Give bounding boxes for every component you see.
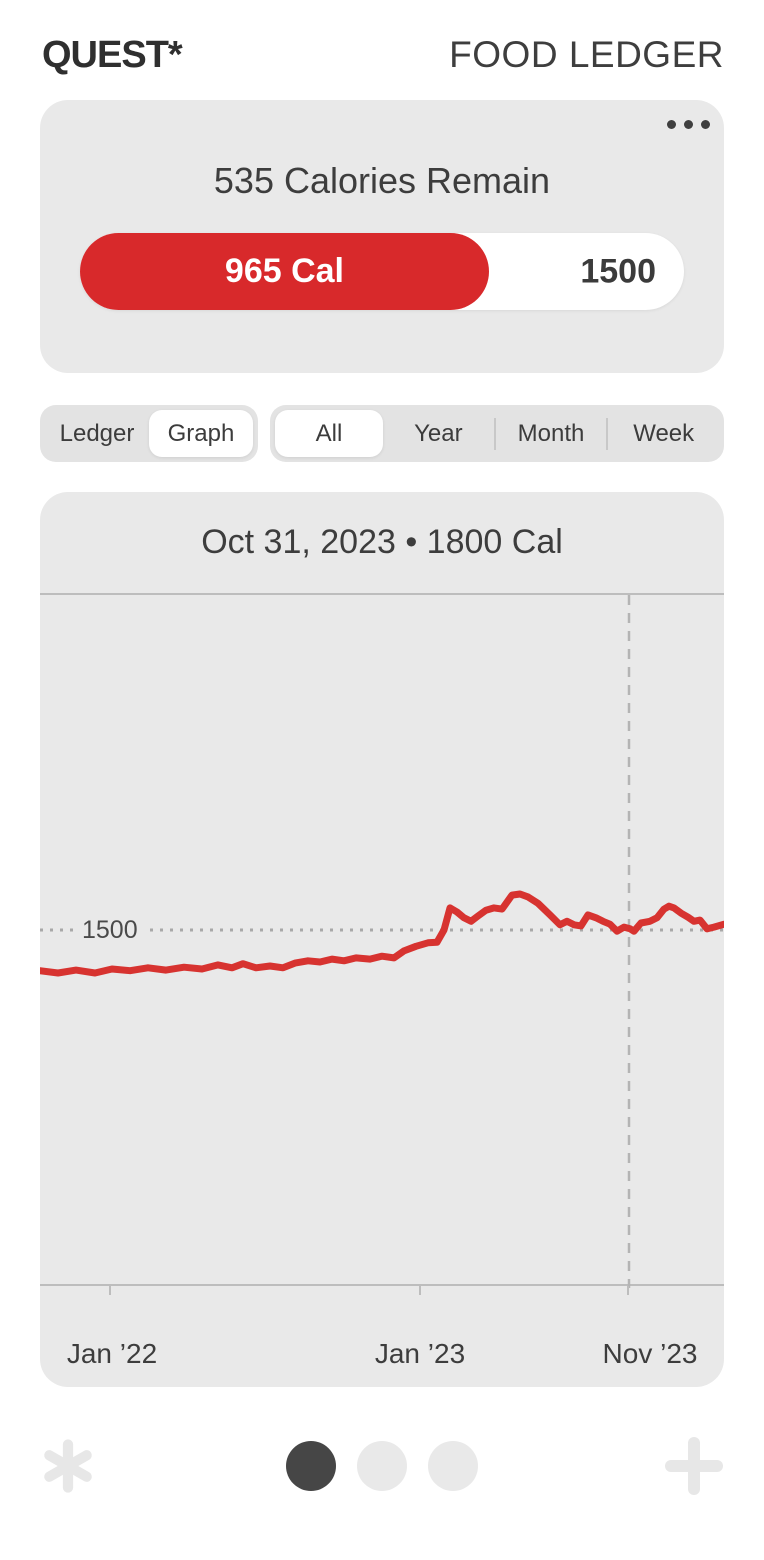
calorie-progress-bar: 965 Cal 1500 [80, 233, 684, 310]
brand-logo: QUEST* [42, 33, 183, 76]
chart-card: Oct 31, 2023 • 1800 Cal 1500 Jan ’22 Jan … [40, 492, 724, 1387]
page-title: FOOD LEDGER [449, 34, 724, 75]
x-axis-tick [109, 1286, 111, 1295]
toggles-row: Ledger Graph All Year Month Week [40, 405, 724, 462]
seg-option-year[interactable]: Year [414, 419, 463, 447]
x-axis-label: Jan ’23 [374, 1338, 466, 1369]
view-toggle: Ledger Graph [40, 405, 258, 462]
page-dot-2[interactable] [357, 1441, 407, 1491]
asterisk-icon [44, 1439, 92, 1493]
seg-divider [493, 417, 496, 450]
seg-option-graph[interactable]: Graph [149, 410, 253, 457]
seg-option-all[interactable]: All [275, 410, 383, 457]
add-entry-button[interactable] [664, 1436, 724, 1496]
page-dot-1[interactable] [286, 1441, 336, 1491]
chart-selected-point-title: Oct 31, 2023 • 1800 Cal [201, 523, 563, 561]
calories-remain-title: 535 Calories Remain [213, 160, 551, 201]
seg-option-month[interactable]: Month [517, 419, 585, 447]
goal-calories-label: 1500 [580, 252, 656, 290]
x-axis-tick [419, 1286, 421, 1295]
goal-gridline-label: 1500 [74, 916, 146, 944]
consumed-calories-label: 965 Cal [224, 252, 344, 290]
seg-option-ledger[interactable]: Ledger [59, 419, 135, 447]
asterisk-button[interactable] [40, 1436, 96, 1496]
range-toggle: All Year Month Week [270, 405, 724, 462]
calorie-progress-fill: 965 Cal [80, 233, 489, 310]
x-axis-label: Jan ’22 [66, 1338, 158, 1369]
ellipsis-menu-icon[interactable] [667, 120, 710, 129]
chart-x-axis: Jan ’22 Jan ’23 Nov ’23 [40, 1286, 724, 1383]
page-dot-3[interactable] [428, 1441, 478, 1491]
footer-bar [40, 1437, 724, 1495]
plus-icon [665, 1437, 723, 1495]
chart-canvas [40, 595, 724, 1288]
page-dots [286, 1441, 478, 1491]
seg-divider [606, 417, 609, 450]
calorie-trend-line [40, 890, 724, 977]
calorie-line-chart[interactable]: 1500 [40, 593, 724, 1288]
seg-option-week[interactable]: Week [633, 419, 695, 447]
app-header: QUEST* FOOD LEDGER [0, 0, 764, 84]
x-axis-tick [627, 1286, 629, 1295]
calorie-summary-card: 535 Calories Remain 965 Cal 1500 [40, 100, 724, 373]
x-axis-label: Nov ’23 [602, 1338, 698, 1369]
